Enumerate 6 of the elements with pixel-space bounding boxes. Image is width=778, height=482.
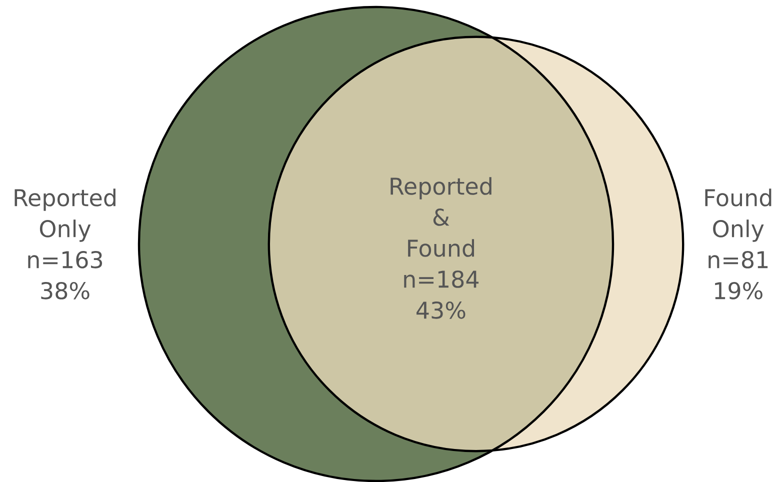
data-label: n=184 <box>404 270 479 288</box>
text: 43% <box>416 301 466 319</box>
text: 19% <box>715 282 762 300</box>
data-label: n=81 <box>708 250 768 268</box>
text: 38% <box>41 282 90 300</box>
data-label: n=163 <box>28 250 102 268</box>
